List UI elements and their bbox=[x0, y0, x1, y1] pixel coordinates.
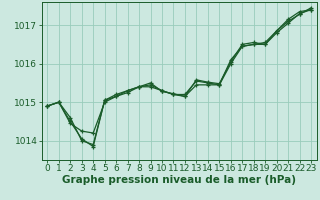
X-axis label: Graphe pression niveau de la mer (hPa): Graphe pression niveau de la mer (hPa) bbox=[62, 175, 296, 185]
